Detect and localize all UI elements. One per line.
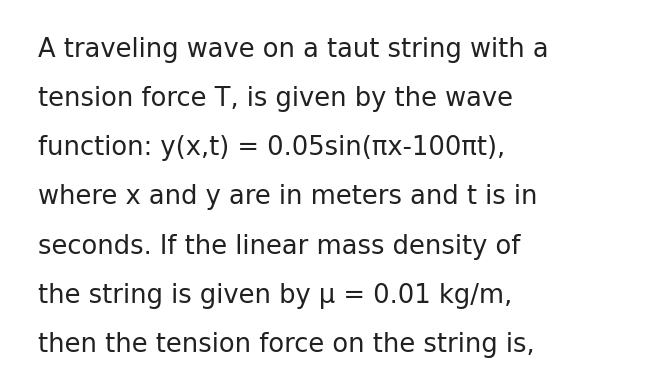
Text: A traveling wave on a taut string with a: A traveling wave on a taut string with a — [38, 37, 548, 63]
Text: then the tension force on the string is,: then the tension force on the string is, — [38, 332, 535, 358]
Text: seconds. If the linear mass density of: seconds. If the linear mass density of — [38, 234, 520, 260]
Text: function: y(x,t) = 0.05sin(πx-100πt),: function: y(x,t) = 0.05sin(πx-100πt), — [38, 135, 505, 161]
Text: the string is given by μ = 0.01 kg/m,: the string is given by μ = 0.01 kg/m, — [38, 283, 512, 309]
Text: tension force T, is given by the wave: tension force T, is given by the wave — [38, 86, 513, 112]
Text: where x and y are in meters and t is in: where x and y are in meters and t is in — [38, 184, 537, 211]
